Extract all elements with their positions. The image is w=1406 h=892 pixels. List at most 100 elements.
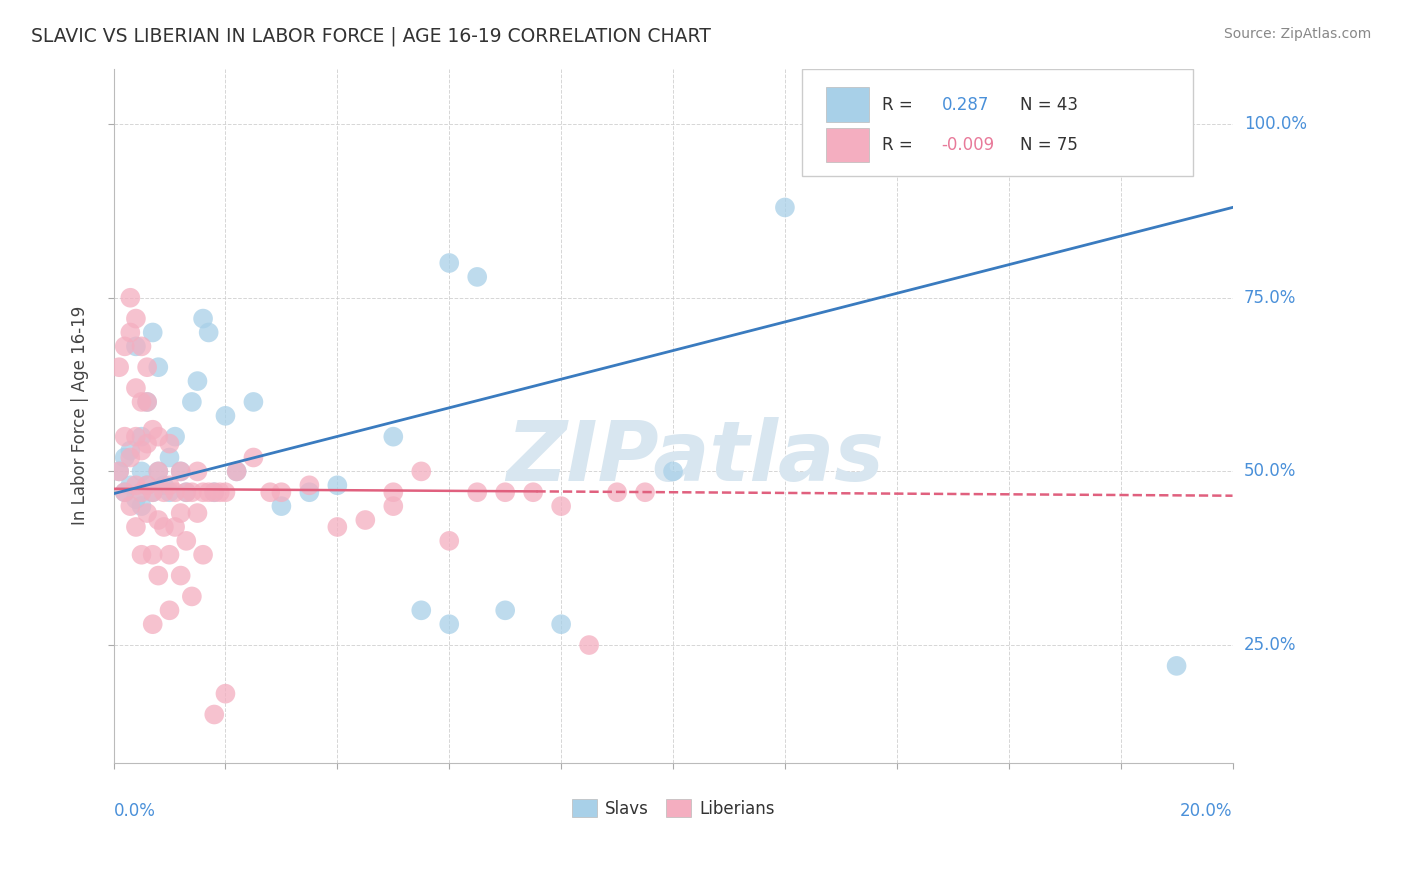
Point bbox=[411, 603, 433, 617]
Point bbox=[180, 395, 202, 409]
Point bbox=[148, 360, 170, 375]
Point bbox=[174, 533, 197, 548]
Text: 0.0%: 0.0% bbox=[114, 802, 156, 820]
Point bbox=[108, 360, 131, 375]
Point bbox=[131, 499, 153, 513]
Point bbox=[136, 478, 159, 492]
Point bbox=[186, 374, 208, 388]
Point bbox=[136, 436, 159, 450]
Point bbox=[191, 485, 214, 500]
Point bbox=[131, 464, 153, 478]
Point bbox=[522, 485, 544, 500]
Point bbox=[159, 450, 181, 465]
Point bbox=[170, 464, 193, 478]
Point bbox=[191, 548, 214, 562]
Point bbox=[186, 506, 208, 520]
FancyBboxPatch shape bbox=[827, 87, 869, 122]
Point bbox=[439, 533, 461, 548]
Point bbox=[125, 478, 148, 492]
Point bbox=[131, 339, 153, 353]
Point bbox=[159, 548, 181, 562]
Point bbox=[773, 201, 796, 215]
Point bbox=[550, 617, 572, 632]
Point bbox=[214, 409, 236, 423]
Text: -0.009: -0.009 bbox=[942, 136, 994, 154]
Point bbox=[225, 464, 247, 478]
Point bbox=[662, 464, 685, 478]
Point bbox=[202, 485, 225, 500]
Point bbox=[411, 464, 433, 478]
Point bbox=[170, 506, 193, 520]
Point bbox=[197, 326, 219, 340]
Point bbox=[634, 485, 657, 500]
Point bbox=[108, 464, 131, 478]
Point bbox=[131, 430, 153, 444]
Point bbox=[148, 568, 170, 582]
Text: ZIPatlas: ZIPatlas bbox=[506, 417, 884, 498]
Point bbox=[114, 485, 136, 500]
Point bbox=[120, 450, 142, 465]
Point bbox=[326, 478, 349, 492]
Point bbox=[382, 499, 405, 513]
Point bbox=[159, 436, 181, 450]
Point bbox=[125, 381, 148, 395]
Point bbox=[550, 499, 572, 513]
Point bbox=[142, 326, 165, 340]
Point bbox=[131, 395, 153, 409]
Point bbox=[125, 520, 148, 534]
Point bbox=[136, 360, 159, 375]
Point bbox=[191, 311, 214, 326]
Point bbox=[120, 291, 142, 305]
Point bbox=[120, 499, 142, 513]
Point bbox=[326, 520, 349, 534]
Point bbox=[142, 423, 165, 437]
Point bbox=[180, 590, 202, 604]
Point bbox=[153, 520, 176, 534]
Point bbox=[148, 430, 170, 444]
Point bbox=[354, 513, 377, 527]
Point bbox=[125, 311, 148, 326]
Point bbox=[131, 443, 153, 458]
Point bbox=[382, 430, 405, 444]
Text: 100.0%: 100.0% bbox=[1244, 115, 1306, 133]
Point bbox=[131, 485, 153, 500]
Point bbox=[120, 478, 142, 492]
Point bbox=[148, 513, 170, 527]
Point bbox=[270, 499, 292, 513]
Point bbox=[153, 478, 176, 492]
Point bbox=[114, 430, 136, 444]
Point bbox=[270, 485, 292, 500]
Y-axis label: In Labor Force | Age 16-19: In Labor Force | Age 16-19 bbox=[72, 306, 89, 525]
Point bbox=[242, 395, 264, 409]
Point bbox=[125, 339, 148, 353]
Point bbox=[120, 443, 142, 458]
Point bbox=[298, 485, 321, 500]
Point bbox=[214, 485, 236, 500]
Point bbox=[165, 430, 187, 444]
Text: 25.0%: 25.0% bbox=[1244, 636, 1296, 654]
Point bbox=[225, 464, 247, 478]
Point bbox=[125, 430, 148, 444]
FancyBboxPatch shape bbox=[801, 69, 1194, 177]
Point bbox=[125, 492, 148, 507]
Point bbox=[439, 617, 461, 632]
Point bbox=[382, 485, 405, 500]
Point bbox=[439, 256, 461, 270]
Point bbox=[202, 485, 225, 500]
Point bbox=[578, 638, 600, 652]
Point bbox=[148, 464, 170, 478]
Point bbox=[114, 450, 136, 465]
Point bbox=[142, 548, 165, 562]
Point bbox=[114, 339, 136, 353]
Point bbox=[208, 485, 231, 500]
Point bbox=[159, 478, 181, 492]
Point bbox=[136, 395, 159, 409]
Point bbox=[174, 485, 197, 500]
Point bbox=[159, 485, 181, 500]
Point bbox=[180, 485, 202, 500]
Point bbox=[165, 520, 187, 534]
Point bbox=[298, 478, 321, 492]
Point bbox=[120, 326, 142, 340]
Point bbox=[202, 707, 225, 722]
Point bbox=[165, 485, 187, 500]
